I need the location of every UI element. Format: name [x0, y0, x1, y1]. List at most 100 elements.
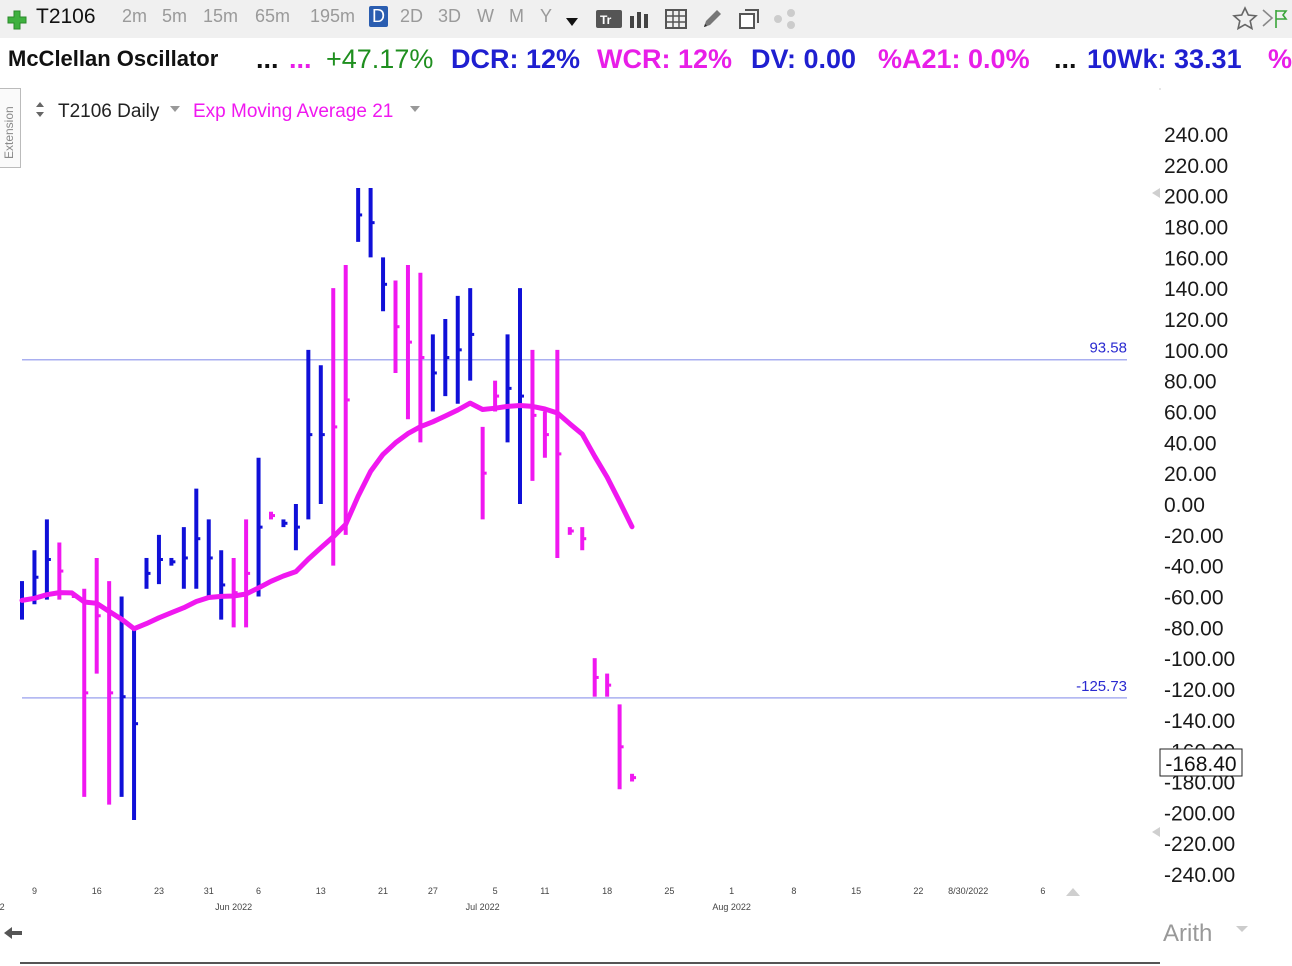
legend-indicator[interactable]: Exp Moving Average 21 [193, 101, 393, 122]
info-trail: % [1268, 44, 1292, 74]
horizontal-lines: 93.58 -125.73 [22, 340, 1127, 699]
y-tick-label: 0.00 [1164, 494, 1205, 517]
x-tick-label: 8 [791, 886, 796, 896]
chart-area[interactable]: 93.58-125.73 240.00220.00200.00180.00160… [0, 88, 1292, 966]
chevron-down-icon[interactable] [1236, 926, 1248, 932]
pan-up-arrow-icon[interactable] [1066, 888, 1080, 896]
svg-text:Tr: Tr [600, 13, 612, 27]
y-tick-label: -120.00 [1164, 679, 1235, 702]
x-tick-label: 8/30/2022 [948, 886, 988, 896]
info-dots-3: ... [1054, 44, 1077, 74]
y-axis: 240.00 220.00 200.00 180.00 160.00 140.00 120.… [1164, 124, 1235, 887]
y-tick-label: 80.00 [1164, 371, 1217, 394]
info-dots-1: ... [256, 44, 279, 74]
legend-series[interactable]: T2106 Daily [58, 101, 160, 122]
info-dv: DV: 0.00 [751, 44, 857, 74]
timeframe-195m-button[interactable]: 195m [310, 6, 356, 26]
chevron-down-icon[interactable] [410, 106, 420, 112]
y-tick-label: 40.00 [1164, 432, 1217, 455]
pencil-draw-icon[interactable] [700, 8, 724, 35]
y-tick-label: 220.00 [1164, 155, 1228, 178]
y-tick-label: -220.00 [1164, 833, 1235, 856]
x-tick-label: 1 [729, 886, 734, 896]
y-tick-label: -200.00 [1164, 802, 1235, 825]
x-tick-label: 15 [851, 886, 861, 896]
x-tick-label: 13 [316, 886, 326, 896]
x-tick-label: 27 [428, 886, 438, 896]
x-month-label: Jul 2022 [466, 902, 500, 912]
bar-chart-icon[interactable] [628, 8, 652, 35]
price-marker-icon [1152, 827, 1160, 837]
timeframe-2m-button[interactable]: 2m [122, 6, 148, 26]
chevron-down-icon[interactable] [170, 106, 180, 112]
current-value-box [1159, 748, 1243, 777]
y-tick-label: 120.00 [1164, 309, 1228, 332]
timeframe-w-button[interactable]: W [477, 6, 494, 26]
current-value: -168.40 [1165, 753, 1236, 776]
x-tick-label: 21 [378, 886, 388, 896]
info-dots-2: ... [289, 44, 312, 74]
price-bars [20, 187, 637, 821]
grid-calculator-icon[interactable] [664, 8, 688, 35]
info-bar: McClellan Oscillator ... ... +47.17% DCR… [0, 38, 1292, 88]
scroll-back-icon[interactable] [4, 927, 22, 939]
timeframe-y-button[interactable]: Y [540, 6, 553, 26]
extension-tab[interactable]: Extension [0, 88, 21, 168]
timeframe-15m-button[interactable]: 15m [203, 6, 239, 26]
note-icon[interactable] [737, 8, 761, 35]
timeframe-5m-button[interactable]: 5m [162, 6, 188, 26]
info-dcr: DCR: 12% [451, 44, 581, 74]
timeframe-m-button[interactable]: M [509, 6, 524, 26]
x-tick-label: 6 [256, 886, 261, 896]
y-tick-label: -100.00 [1164, 648, 1235, 671]
x-tick-label: 9 [32, 886, 37, 896]
y-tick-label: 20.00 [1164, 463, 1217, 486]
toolbar: T2106 2m 5m 15m 65m 195m D 2D 3D W M Y T… [0, 0, 1292, 39]
add-plus-icon[interactable] [6, 9, 28, 36]
x-tick-label: 25 [664, 886, 674, 896]
sort-arrows-icon[interactable] [36, 102, 44, 117]
y-tick-label: -240.00 [1164, 864, 1235, 887]
x-month-label: Jun 2022 [215, 902, 252, 912]
timeframe-d-button[interactable]: D [369, 6, 388, 27]
x-tick-label: 5 [493, 886, 498, 896]
info-a21: %A21: 0.0% [878, 44, 1030, 74]
timeframe-2d-button[interactable]: 2D [400, 6, 424, 26]
x-tick-label: 11 [540, 886, 549, 896]
study-title: McClellan Oscillator [8, 46, 219, 71]
timeframe-65m-button[interactable]: 65m [255, 6, 291, 26]
y-tick-label: -80.00 [1164, 617, 1224, 640]
x-tick-label: 16 [92, 886, 102, 896]
y-tick-label: -20.00 [1164, 525, 1224, 548]
info-10wk: 10Wk: 33.31 [1087, 44, 1242, 74]
text-tool-icon[interactable]: Tr [596, 8, 622, 35]
x-month-label: 122 [0, 902, 5, 912]
x-tick-label: 6 [1040, 886, 1045, 896]
x-tick-label: 31 [204, 886, 214, 896]
scale-mode-label[interactable]: Arith [1163, 920, 1212, 947]
price-marker-icon [1152, 188, 1160, 198]
flag-icon[interactable] [1262, 8, 1292, 35]
y-tick-label: -140.00 [1164, 710, 1235, 733]
x-month-label: Aug 2022 [712, 902, 751, 912]
y-tick-label: 200.00 [1164, 186, 1228, 209]
y-tick-label: 100.00 [1164, 340, 1228, 363]
x-tick-label: 23 [154, 886, 164, 896]
share-icon[interactable] [772, 8, 798, 35]
reference-line-label: -125.73 [1076, 678, 1127, 695]
y-tick-label: -60.00 [1164, 587, 1224, 610]
y-tick-label: -40.00 [1164, 556, 1224, 579]
info-wcr: WCR: 12% [597, 44, 733, 74]
reference-line-label: 93.58 [1089, 340, 1127, 357]
x-axis: 9162331613212751118251815228/30/20226122… [0, 886, 1045, 912]
symbol-label[interactable]: T2106 [36, 5, 96, 28]
y-tick-label: 160.00 [1164, 247, 1228, 270]
timeframe-3d-button[interactable]: 3D [438, 6, 462, 26]
legend: T2106 Daily Exp Moving Average 21 [36, 101, 420, 122]
y-tick-label: 140.00 [1164, 278, 1228, 301]
y-tick-label: -180.00 [1164, 772, 1235, 795]
star-icon[interactable] [1232, 6, 1258, 37]
chevron-down-icon[interactable] [565, 14, 579, 32]
x-tick-label: 22 [913, 886, 923, 896]
info-change: +47.17% [326, 44, 434, 74]
